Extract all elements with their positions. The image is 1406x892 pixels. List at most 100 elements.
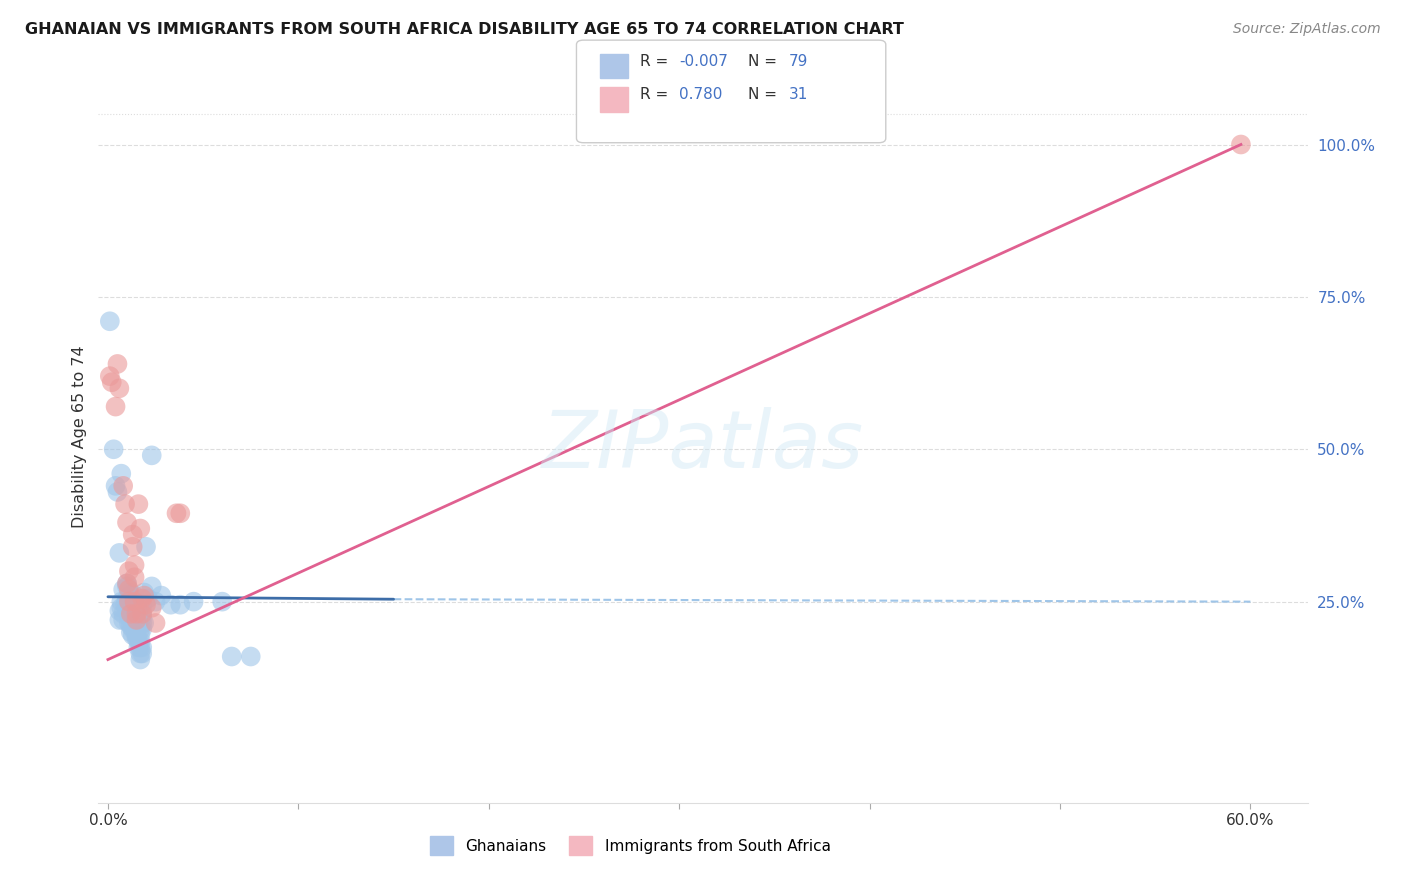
Point bbox=[183, 594, 205, 608]
Point bbox=[115, 576, 138, 591]
Point bbox=[112, 479, 135, 493]
Point bbox=[118, 591, 141, 606]
Point bbox=[115, 591, 138, 606]
Point bbox=[129, 628, 152, 642]
Point bbox=[136, 591, 159, 606]
Point bbox=[121, 622, 143, 636]
Point bbox=[121, 610, 143, 624]
Point bbox=[118, 598, 141, 612]
Point bbox=[125, 625, 148, 640]
Point bbox=[118, 610, 141, 624]
Point bbox=[107, 357, 129, 371]
Point bbox=[131, 591, 153, 606]
Point bbox=[125, 632, 148, 646]
Point bbox=[120, 625, 142, 640]
Point bbox=[118, 615, 141, 630]
Point bbox=[125, 628, 148, 642]
Y-axis label: Disability Age 65 to 74: Disability Age 65 to 74 bbox=[72, 346, 87, 528]
Point bbox=[134, 589, 156, 603]
Point bbox=[131, 604, 153, 618]
Point bbox=[108, 604, 131, 618]
Legend: Ghanaians, Immigrants from South Africa: Ghanaians, Immigrants from South Africa bbox=[425, 830, 837, 861]
Point bbox=[112, 607, 135, 621]
Point bbox=[145, 615, 167, 630]
Point bbox=[120, 589, 142, 603]
Text: ZIPatlas: ZIPatlas bbox=[541, 407, 865, 485]
Point bbox=[124, 594, 146, 608]
Point bbox=[121, 598, 143, 612]
Point bbox=[166, 506, 188, 520]
Point bbox=[118, 582, 141, 597]
Point bbox=[124, 558, 146, 573]
Point bbox=[108, 613, 131, 627]
Point bbox=[129, 634, 152, 648]
Point bbox=[239, 649, 262, 664]
Point bbox=[131, 598, 153, 612]
Point bbox=[135, 598, 157, 612]
Text: GHANAIAN VS IMMIGRANTS FROM SOUTH AFRICA DISABILITY AGE 65 TO 74 CORRELATION CHA: GHANAIAN VS IMMIGRANTS FROM SOUTH AFRICA… bbox=[25, 22, 904, 37]
Point bbox=[104, 400, 127, 414]
Point bbox=[114, 497, 136, 511]
Point bbox=[125, 604, 148, 618]
Point bbox=[120, 619, 142, 633]
Point bbox=[129, 640, 152, 655]
Text: Source: ZipAtlas.com: Source: ZipAtlas.com bbox=[1233, 22, 1381, 37]
Point bbox=[131, 615, 153, 630]
Point bbox=[145, 594, 167, 608]
Point bbox=[129, 521, 152, 535]
Point bbox=[107, 485, 129, 500]
Point bbox=[129, 652, 152, 666]
Point bbox=[1230, 137, 1253, 152]
Text: 31: 31 bbox=[789, 87, 808, 102]
Point bbox=[131, 622, 153, 636]
Point bbox=[98, 369, 121, 384]
Point bbox=[118, 594, 141, 608]
Point bbox=[135, 540, 157, 554]
Point bbox=[124, 589, 146, 603]
Point bbox=[121, 540, 143, 554]
Point bbox=[124, 607, 146, 621]
Point bbox=[131, 607, 153, 621]
Point bbox=[118, 585, 141, 599]
Point bbox=[134, 585, 156, 599]
Point bbox=[127, 610, 149, 624]
Text: 79: 79 bbox=[789, 54, 808, 69]
Point bbox=[124, 594, 146, 608]
Point bbox=[131, 640, 153, 655]
Point bbox=[124, 570, 146, 584]
Point bbox=[110, 600, 132, 615]
Point bbox=[112, 582, 135, 597]
Point bbox=[127, 497, 149, 511]
Point bbox=[104, 479, 127, 493]
Point bbox=[127, 604, 149, 618]
Point bbox=[169, 506, 191, 520]
Text: N =: N = bbox=[748, 54, 782, 69]
Point bbox=[127, 640, 149, 655]
Text: N =: N = bbox=[748, 87, 782, 102]
Text: R =: R = bbox=[640, 54, 673, 69]
Text: R =: R = bbox=[640, 87, 678, 102]
Point bbox=[121, 527, 143, 541]
Point bbox=[141, 600, 163, 615]
Point bbox=[124, 600, 146, 615]
Point bbox=[131, 610, 153, 624]
Point bbox=[110, 594, 132, 608]
Point bbox=[141, 448, 163, 462]
Point bbox=[159, 598, 181, 612]
Point bbox=[108, 381, 131, 395]
Point bbox=[125, 615, 148, 630]
Point bbox=[118, 604, 141, 618]
Point bbox=[115, 576, 138, 591]
Point bbox=[98, 314, 121, 328]
Point bbox=[125, 607, 148, 621]
Point bbox=[121, 615, 143, 630]
Point bbox=[125, 598, 148, 612]
Point bbox=[115, 579, 138, 593]
Point bbox=[124, 619, 146, 633]
Point bbox=[221, 649, 243, 664]
Point bbox=[114, 598, 136, 612]
Point bbox=[103, 442, 125, 457]
Point bbox=[127, 615, 149, 630]
Point bbox=[115, 600, 138, 615]
Point bbox=[127, 634, 149, 648]
